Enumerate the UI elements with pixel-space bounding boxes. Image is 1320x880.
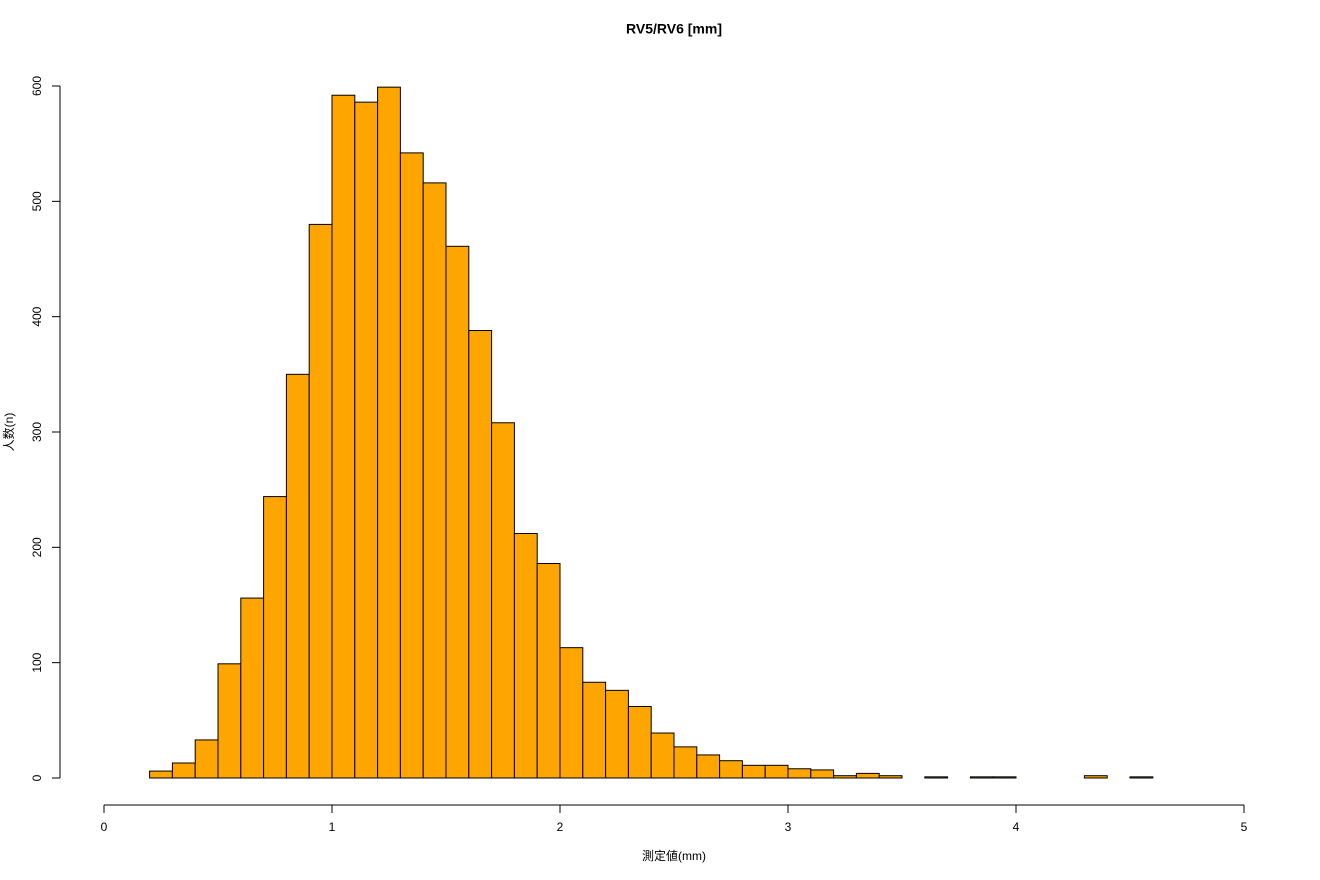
y-axis-label: 人数(n) xyxy=(1,413,16,452)
bar xyxy=(924,776,949,779)
bar xyxy=(468,330,493,779)
bar xyxy=(833,775,857,779)
bar xyxy=(513,532,538,779)
bar xyxy=(217,663,242,779)
bar xyxy=(627,705,652,779)
bar xyxy=(331,94,356,779)
bar xyxy=(354,101,379,779)
bar xyxy=(308,223,333,779)
y-tick-label: 300 xyxy=(30,422,44,442)
y-tick-label: 100 xyxy=(30,652,44,672)
bar xyxy=(399,152,424,779)
bar xyxy=(240,597,265,779)
bar xyxy=(149,770,173,779)
y-tick-label: 500 xyxy=(30,191,44,211)
chart-title: RV5/RV6 [mm] xyxy=(626,21,722,37)
x-tick-label: 0 xyxy=(101,820,108,834)
bar xyxy=(719,760,743,779)
bar xyxy=(422,182,447,779)
bar xyxy=(741,764,766,779)
bar xyxy=(605,689,629,779)
bar xyxy=(787,768,812,779)
x-tick-label: 2 xyxy=(557,820,564,834)
bar xyxy=(992,776,1017,779)
bar xyxy=(171,762,196,779)
bar xyxy=(582,681,607,779)
y-tick-label: 200 xyxy=(30,537,44,557)
bar xyxy=(194,739,219,779)
bar xyxy=(1129,776,1154,779)
bar xyxy=(764,764,789,779)
bar xyxy=(559,647,584,779)
bar xyxy=(878,775,903,779)
bar xyxy=(855,772,880,779)
bar xyxy=(445,245,470,779)
x-tick-label: 1 xyxy=(329,820,336,834)
x-tick-label: 4 xyxy=(1013,820,1020,834)
bar xyxy=(1083,775,1108,779)
x-axis-label: 測定値(mm) xyxy=(642,848,706,863)
bar xyxy=(536,562,561,779)
x-tick-label: 3 xyxy=(785,820,792,834)
y-tick-label: 0 xyxy=(30,774,44,781)
bar xyxy=(810,769,835,779)
bar xyxy=(377,86,401,779)
y-tick-label: 400 xyxy=(30,306,44,326)
bar xyxy=(285,373,310,779)
bar xyxy=(491,422,515,779)
bar xyxy=(650,732,675,779)
bar xyxy=(263,496,287,779)
x-tick-label: 5 xyxy=(1241,820,1248,834)
bar xyxy=(673,746,698,779)
bar xyxy=(696,754,721,779)
y-tick-label: 600 xyxy=(30,76,44,96)
bar xyxy=(969,776,994,779)
